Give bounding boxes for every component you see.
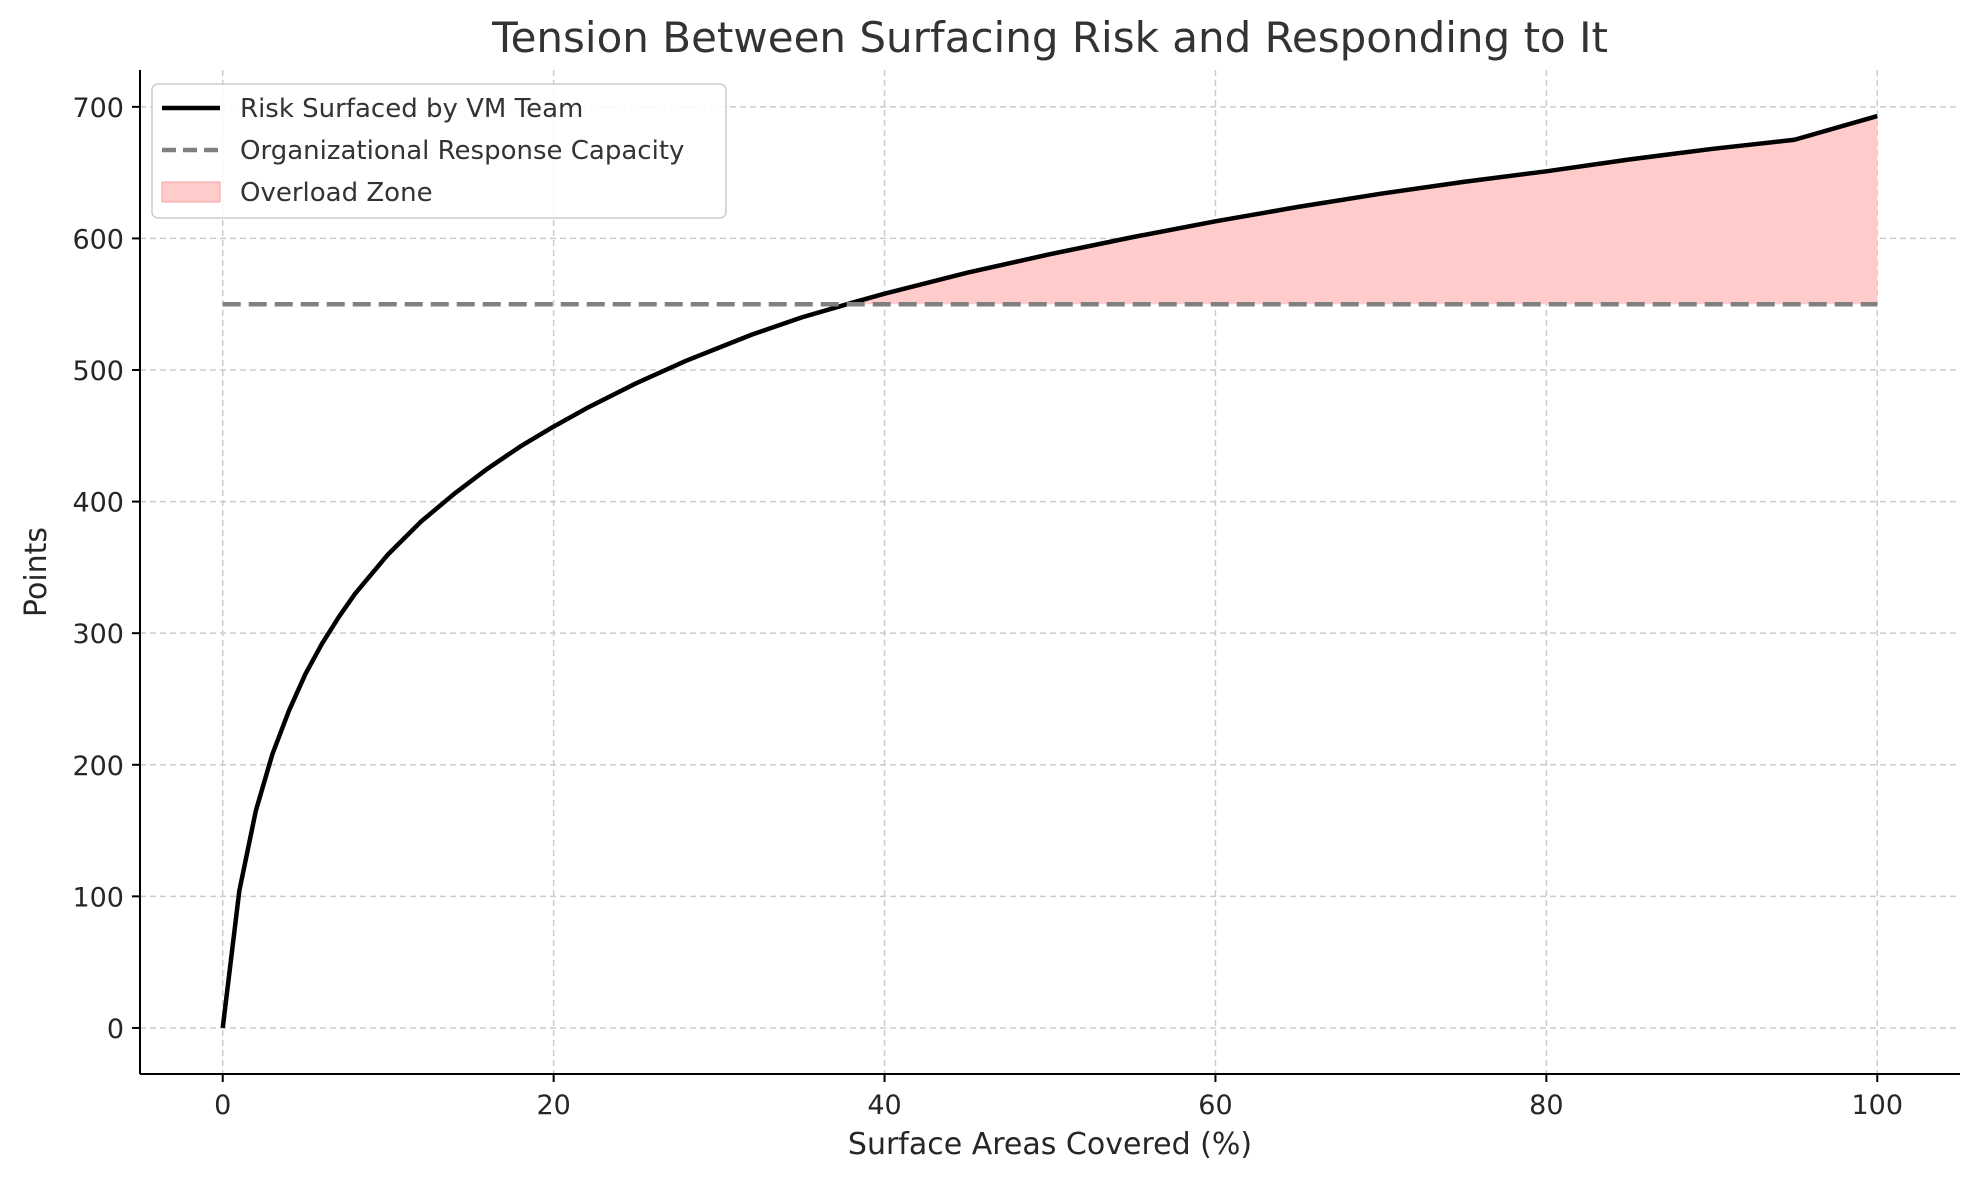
y-tick-label: 400 [72, 488, 124, 519]
x-tick-label: 20 [536, 1090, 570, 1121]
y-tick-label: 600 [72, 224, 124, 255]
x-tick-label: 100 [1851, 1090, 1903, 1121]
grid [140, 70, 1960, 1074]
y-axis-label: Points [19, 527, 54, 617]
y-tick-label: 0 [107, 1014, 124, 1045]
x-tick-label: 0 [214, 1090, 231, 1121]
legend: Risk Surfaced by VM Team Organizational R… [151, 83, 727, 219]
x-tick-label: 40 [867, 1090, 901, 1121]
y-tick-label: 200 [72, 751, 124, 782]
x-tick-label: 60 [1198, 1090, 1232, 1121]
legend-box [151, 83, 727, 219]
axes [139, 70, 1960, 1075]
y-tick-label: 300 [72, 619, 124, 650]
legend-swatch-overload [161, 181, 221, 203]
y-tick-label: 700 [72, 93, 124, 124]
legend-label-overload: Overload Zone [240, 178, 433, 208]
legend-label-risk: Risk Surfaced by VM Team [240, 94, 583, 124]
series-layer [220, 113, 1878, 1029]
risk-surfaced-line [220, 113, 1878, 1029]
y-tick-label: 500 [72, 356, 124, 387]
legend-label-capacity: Organizational Response Capacity [240, 136, 684, 166]
y-tick-label: 100 [72, 882, 124, 913]
overload-zone-layer [846, 116, 1878, 305]
overload-zone [846, 116, 1878, 305]
ticks: 0 20 40 60 80 100 0 100 200 300 400 500 600 700 [72, 93, 1903, 1121]
chart-title: Tension Between Surfacing Risk and Respo… [491, 13, 1608, 62]
x-axis-label: Surface Areas Covered (%) [848, 1127, 1252, 1162]
x-tick-label: 80 [1529, 1090, 1563, 1121]
